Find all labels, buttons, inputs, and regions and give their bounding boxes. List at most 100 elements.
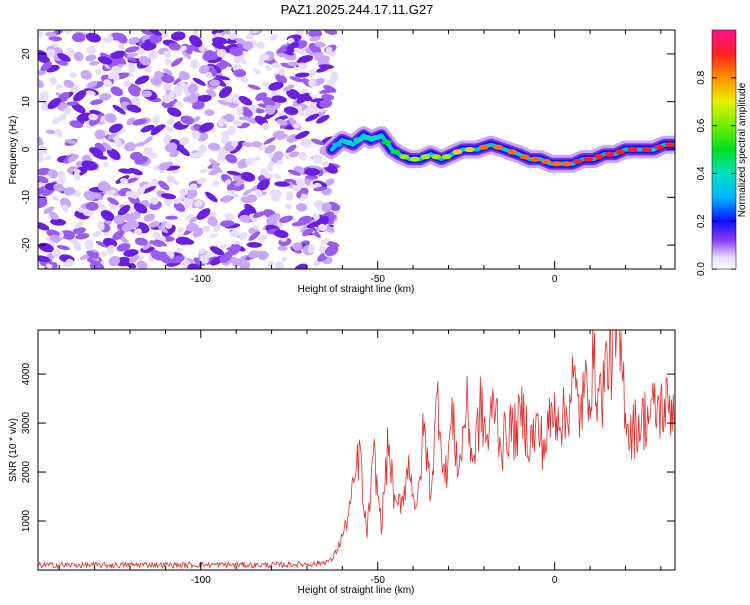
- spectrogram-noise-blob: [324, 30, 338, 35]
- spectrogram-noise-blob: [240, 171, 256, 182]
- spectrogram-noise-blob: [106, 148, 121, 161]
- spectrogram-noise-blob: [224, 179, 232, 186]
- spectrogram-noise-blob: [128, 254, 140, 264]
- colorbar: 0.0 0.2 0.4 0.6 0.8 Normalized spectral ampl…: [696, 29, 748, 276]
- snr-axes: -100 -50 0 1000 2000 3000 4000: [21, 330, 675, 586]
- spectrogram-noise-blob: [152, 114, 160, 125]
- spectrogram-noise-blob: [65, 101, 79, 106]
- spectrogram-noise-blob: [136, 186, 145, 195]
- snr-x-tick-label: -50: [371, 575, 386, 586]
- spectrogram-noise-blob: [316, 65, 331, 73]
- snr-y-tick-label: 4000: [21, 363, 32, 386]
- spectrogram-noise-blob: [291, 185, 301, 192]
- spectrogram-noise-blob: [274, 181, 290, 187]
- spectrogram-noise-blob: [318, 245, 327, 254]
- spectrogram-noise-blob: [63, 30, 72, 34]
- spectrogram-noise-blob: [236, 106, 244, 116]
- spectrogram-noise-blob: [273, 151, 284, 160]
- spectrogram-noise-blob: [196, 208, 211, 220]
- spectrogram-noise-blob: [97, 181, 109, 192]
- spectrogram-noise-blob: [126, 52, 139, 58]
- tone-track-point: [464, 146, 475, 153]
- tone-track-point: [493, 144, 504, 150]
- spectrogram-noise-blob: [53, 183, 65, 192]
- spectrogram-noise-blob: [46, 48, 56, 58]
- spectrogram-noise-blob: [93, 192, 103, 200]
- spectrogram-noise-blob: [295, 130, 310, 140]
- spectrogram-noise-blob: [220, 220, 235, 228]
- spectrogram-noise-blob: [246, 117, 258, 124]
- spectrogram-noise-blob: [314, 41, 326, 48]
- spectrogram-noise-blob: [245, 157, 254, 166]
- spectrogram-noise-blob: [187, 263, 203, 269]
- spectrogram-noise-blob: [158, 162, 170, 171]
- spectrogram-noise-blob: [228, 32, 238, 40]
- spectrogram-noise-blob: [159, 30, 169, 38]
- spectrogram-noise-blob: [43, 206, 55, 215]
- spectrogram-noise-blob: [291, 221, 306, 227]
- spectrogram-x-tick-label: 0: [552, 274, 558, 285]
- spectrogram-noise-blob: [69, 72, 77, 78]
- tone-track-point: [507, 149, 518, 155]
- spectrogram-noise-blob: [103, 161, 110, 167]
- spectrogram-noise-blob: [99, 203, 107, 211]
- spectrogram-noise-blob: [110, 86, 124, 97]
- spectrogram-noise-blob: [51, 195, 60, 201]
- spectrogram-noise-blob: [287, 61, 300, 67]
- spectrogram-noise-blob: [38, 255, 51, 263]
- spectrogram-noise-blob: [172, 179, 179, 186]
- tone-track-point: [664, 142, 675, 148]
- spectrogram-noise-blob: [79, 254, 91, 260]
- spectrogram-noise-blob: [164, 125, 173, 133]
- spectrogram-noise-blob: [86, 45, 96, 56]
- spectrogram-noise-blob: [199, 255, 209, 264]
- spectrogram-noise-blob: [246, 241, 262, 248]
- spectrogram-noise-blob: [269, 212, 281, 223]
- spectrogram-noise-blob: [63, 79, 75, 89]
- spectrogram-noise-blob: [321, 202, 332, 213]
- spectrogram-noise-blob: [283, 106, 299, 116]
- spectrogram-noise-blob: [207, 216, 218, 227]
- spectrogram-noise-blob: [313, 260, 320, 267]
- spectrogram-noise-blob: [221, 195, 232, 203]
- spectrogram-noise-blob: [280, 62, 295, 69]
- tone-track-point: [353, 137, 364, 143]
- spectrogram-x-tick-label: -100: [191, 274, 211, 285]
- spectrogram-noise-blob: [136, 260, 148, 269]
- spectrogram-noise-blob: [238, 232, 248, 241]
- spectrogram-noise-blob: [288, 151, 300, 158]
- spectrogram-noise-blob: [257, 59, 265, 66]
- spectrogram-noise-blob: [38, 185, 45, 196]
- spectrogram-noise-blob: [125, 46, 140, 53]
- spectrogram-noise-blob: [195, 151, 202, 159]
- spectrogram-noise-blob: [111, 65, 122, 74]
- spectrogram-noise-blob: [240, 107, 253, 118]
- spectrogram-noise-blob: [114, 138, 123, 148]
- spectrogram-noise-blob: [107, 197, 119, 205]
- spectrogram-noise-blob: [307, 244, 315, 254]
- spectrogram-noise-blob: [264, 104, 276, 115]
- spectrogram-noise-blob: [163, 197, 173, 207]
- spectrogram-noise-blob: [72, 227, 86, 235]
- spectrogram-noise-blob: [242, 189, 253, 196]
- spectrogram-noise-blob: [225, 154, 238, 164]
- spectrogram-noise-blob: [73, 90, 87, 102]
- spectrogram-noise-blob: [188, 215, 200, 224]
- tone-track-point: [371, 135, 381, 141]
- spectrogram-noise-blob: [175, 236, 191, 245]
- spectrogram-noise-blob: [231, 140, 239, 148]
- spectrogram-noise-blob: [313, 186, 327, 192]
- spectrogram-noise-blob: [107, 131, 118, 140]
- snr-x-tick-label: -100: [191, 575, 211, 586]
- spectrogram-noise-blob: [55, 84, 63, 90]
- colorbar-ticks: 0.0 0.2 0.4 0.6 0.8: [696, 70, 736, 276]
- spectrogram-noise-blob: [298, 108, 305, 117]
- spectrogram-noise-blob: [297, 62, 308, 69]
- spectrogram-noise-blob: [133, 202, 148, 214]
- snr-x-tick-label: 0: [552, 575, 558, 586]
- spectrogram-noise-blob: [261, 122, 270, 131]
- spectrogram-noise-blob: [325, 46, 333, 55]
- spectrogram-noise-blob: [104, 113, 117, 123]
- spectrogram-noise-blob: [163, 68, 173, 76]
